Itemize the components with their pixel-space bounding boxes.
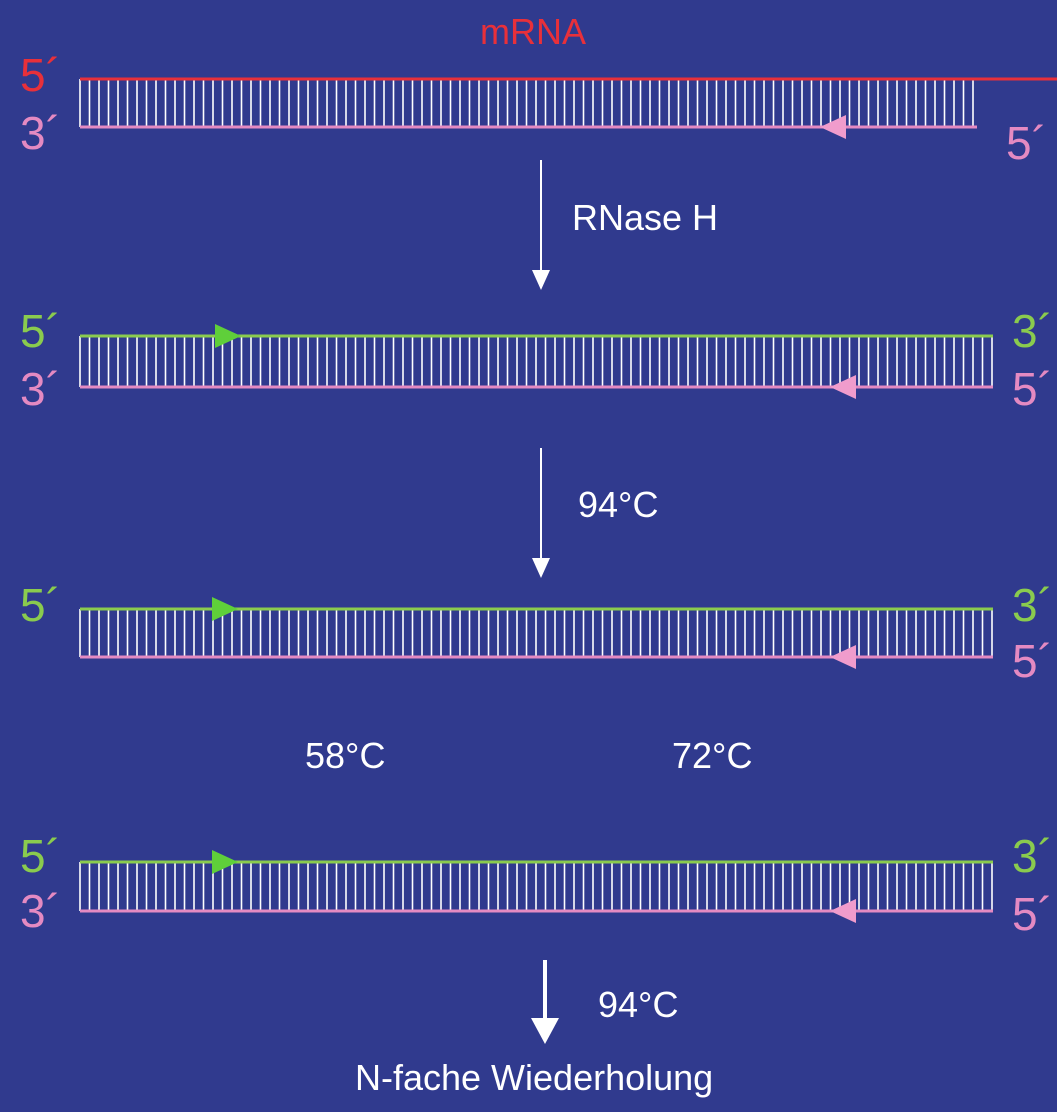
row4-right-bottom-label: 5´ [1012, 888, 1053, 940]
mrna-title: mRNA [480, 11, 586, 52]
row4-left-top-label: 5´ [20, 830, 61, 882]
row1-left-top-label: 5´ [20, 49, 61, 101]
step-arrow-2-icon [532, 558, 550, 578]
step-arrow-3-icon [531, 1018, 559, 1044]
row1-right-bottom-label: 5´ [1006, 117, 1047, 169]
step-arrow-1-icon [532, 270, 550, 290]
row2-left-top-label: 5´ [20, 305, 61, 357]
row3-right-top-label: 3´ [1012, 579, 1053, 631]
footer-repeat-label: N-fache Wiederholung [355, 1057, 714, 1098]
row4-left-bottom-label: 3´ [20, 885, 61, 937]
row2-right-top-label: 3´ [1012, 305, 1053, 357]
step-extend-label: 72°C [672, 735, 753, 776]
row4-sense-arrow-icon [212, 850, 238, 874]
row2-left-bottom-label: 3´ [20, 363, 61, 415]
step-rnase-label: RNase H [572, 197, 719, 238]
row2-right-bottom-label: 5´ [1012, 363, 1053, 415]
row4-antisense-arrow-icon [830, 899, 856, 923]
step-denature-1-label: 94°C [578, 484, 659, 525]
row3-antisense-arrow-icon [830, 645, 856, 669]
row1-antisense-arrow-icon [820, 115, 846, 139]
row4-right-top-label: 3´ [1012, 830, 1053, 882]
row3-right-bottom-label: 5´ [1012, 635, 1053, 687]
step-denature-2-label: 94°C [598, 984, 679, 1025]
step-anneal-label: 58°C [305, 735, 386, 776]
row1-left-bottom-label: 3´ [20, 107, 61, 159]
row2-antisense-arrow-icon [830, 375, 856, 399]
row3-left-top-label: 5´ [20, 579, 61, 631]
row3-sense-arrow-icon [212, 597, 238, 621]
row2-sense-arrow-icon [215, 324, 241, 348]
